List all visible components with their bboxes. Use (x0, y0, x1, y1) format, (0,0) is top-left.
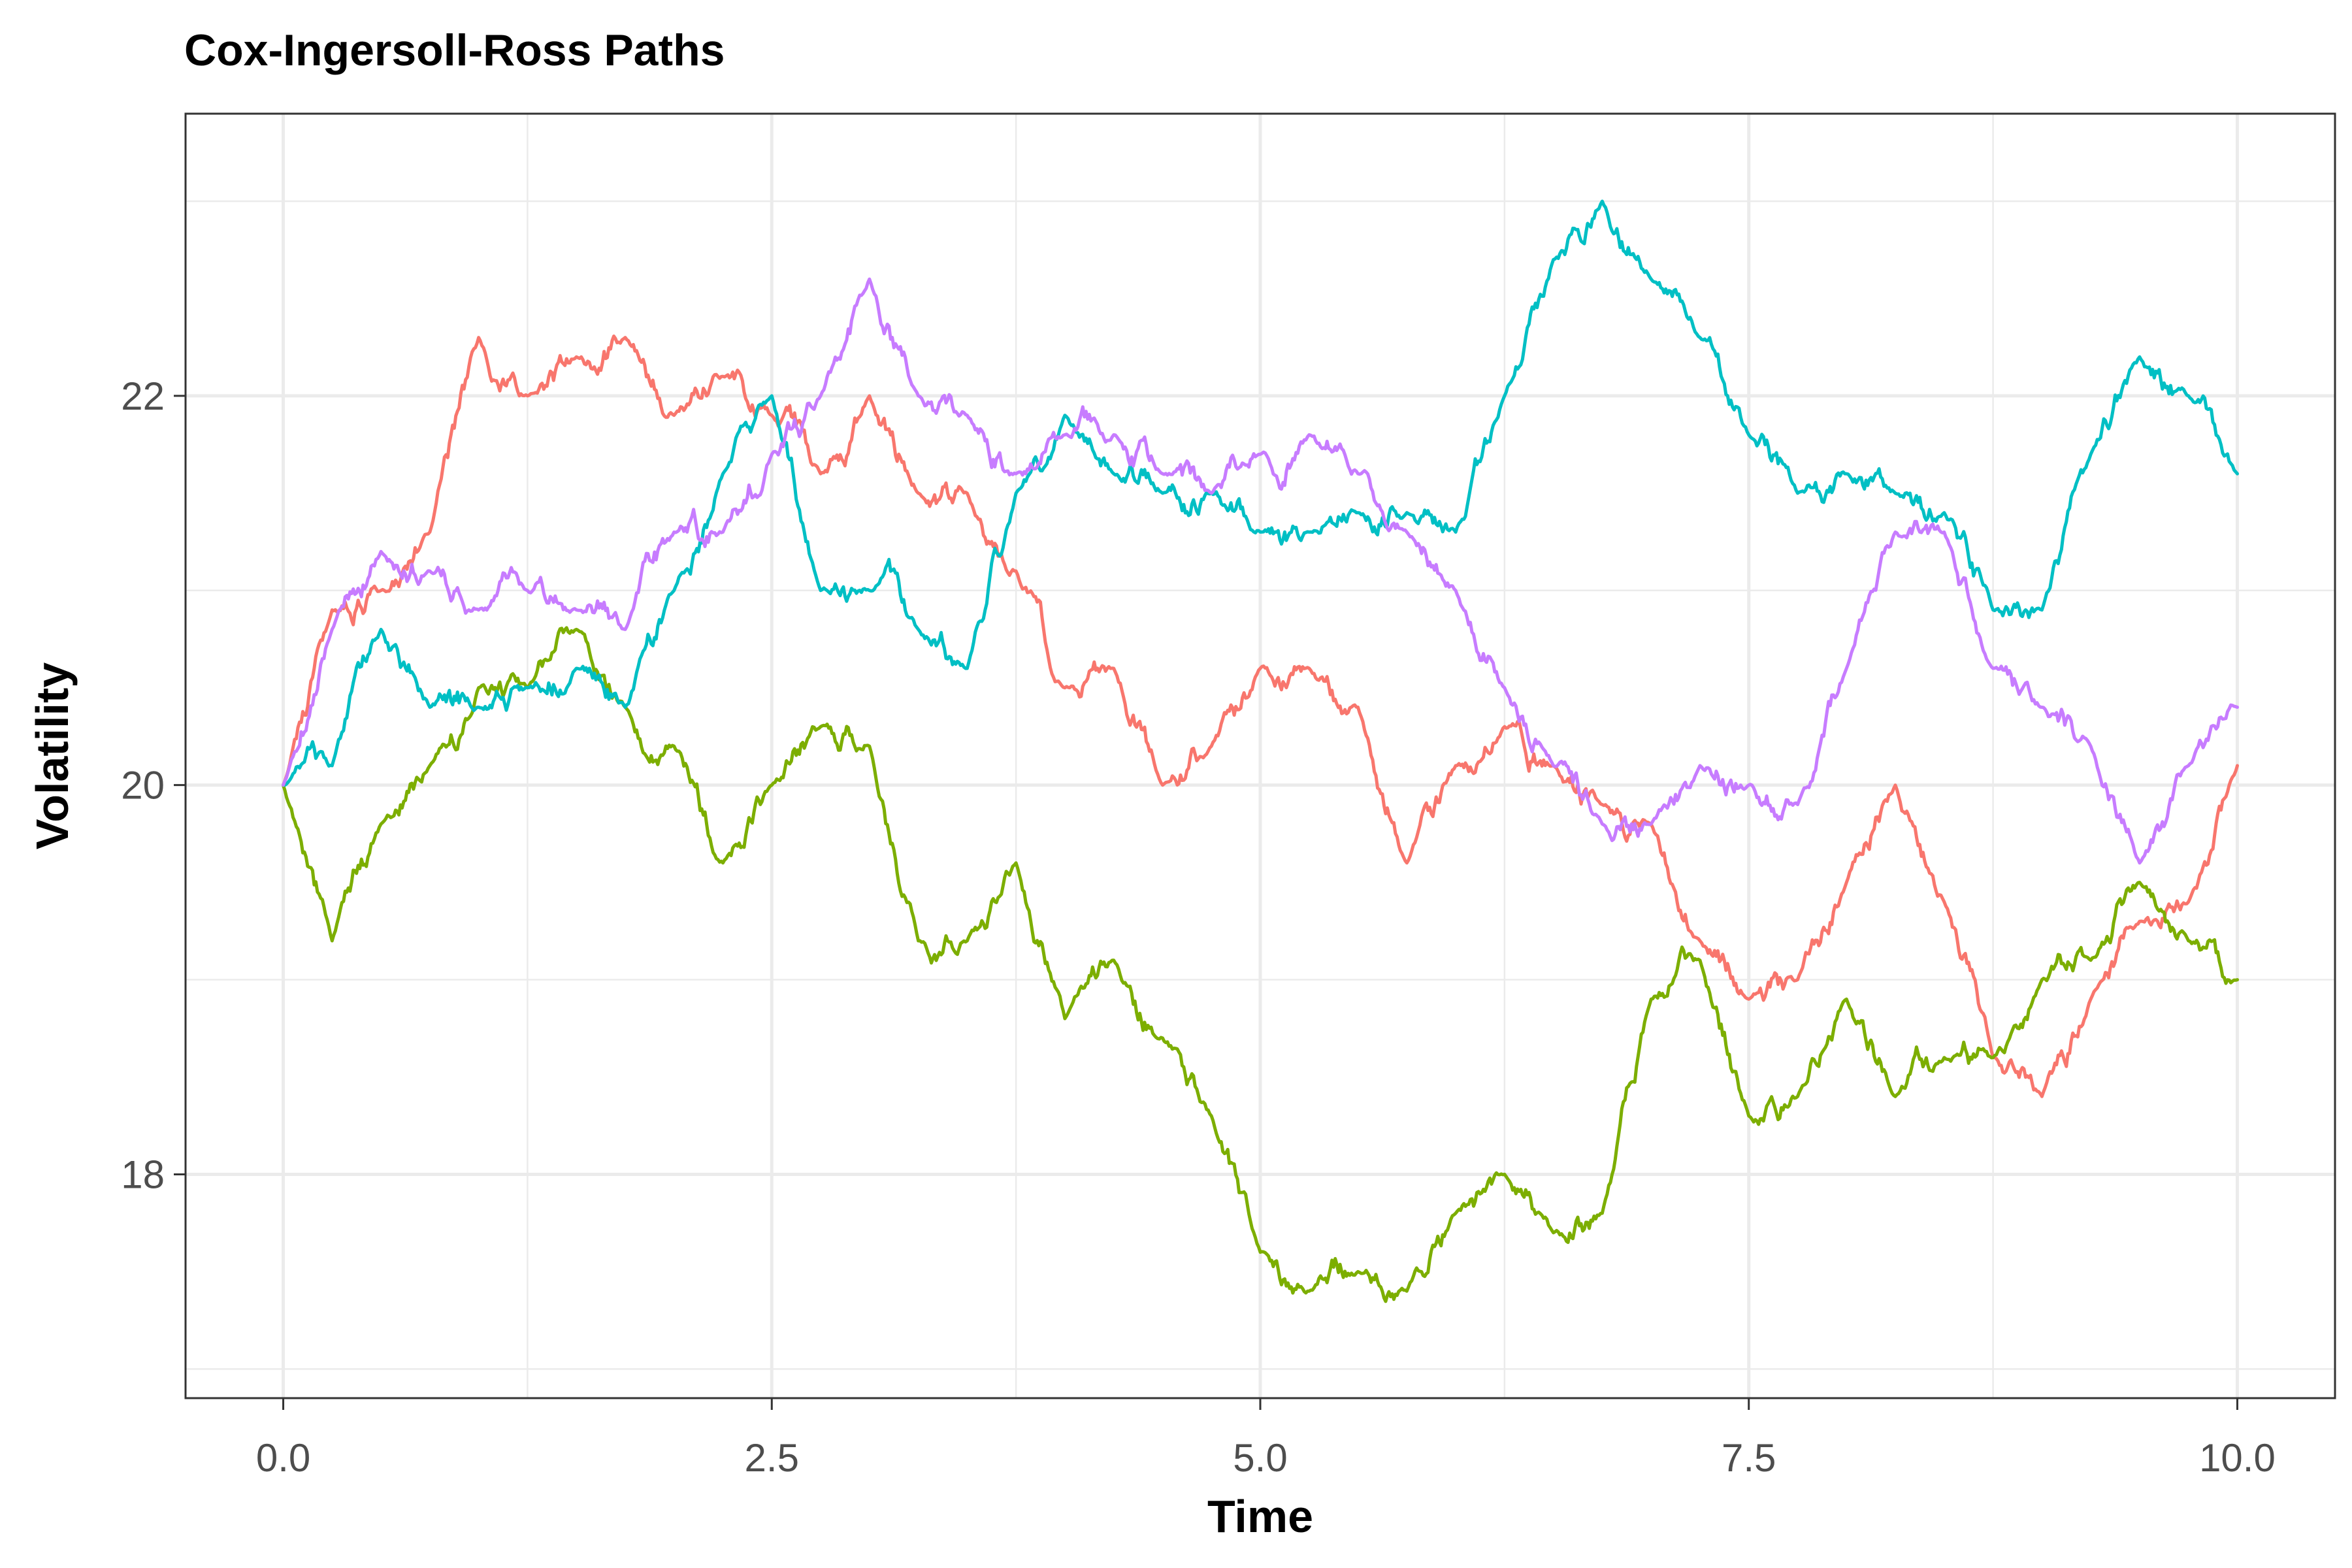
series-line-4 (282, 277, 2239, 865)
x-tick-label: 2.5 (745, 1436, 799, 1480)
y-tick-label: 20 (121, 764, 165, 808)
x-tick-label: 10.0 (2199, 1436, 2276, 1480)
series-line-2 (282, 626, 2239, 1303)
series-line-3 (282, 199, 2239, 787)
x-tick-label: 7.5 (1722, 1436, 1776, 1480)
x-axis-title: Time (1207, 1491, 1313, 1542)
x-tick-label: 0.0 (256, 1436, 310, 1480)
series-line-1 (282, 335, 2239, 1098)
y-axis-title: Volatility (27, 662, 78, 850)
axis-layer: 0.0 2.5 5.0 7.5 10.0 18 20 22 (121, 374, 2276, 1480)
series-layer (282, 199, 2239, 1303)
x-tick-label: 5.0 (1233, 1436, 1287, 1480)
chart-title: Cox-Ingersoll-Ross Paths (184, 25, 725, 75)
y-tick-label: 22 (121, 374, 165, 418)
y-tick-label: 18 (121, 1152, 165, 1196)
grid-layer (186, 114, 2335, 1398)
